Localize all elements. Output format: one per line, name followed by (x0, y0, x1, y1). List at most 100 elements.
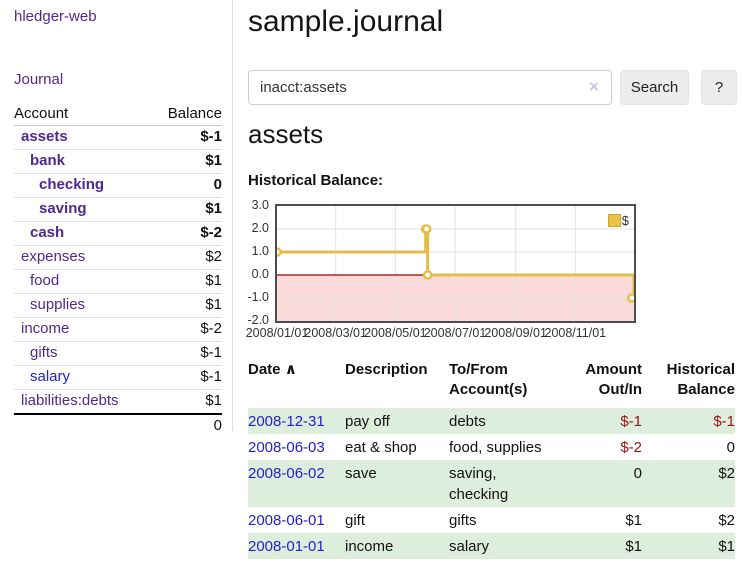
sidebar-account-link-cash[interactable]: cash (30, 224, 65, 241)
sidebar-account-row: income $-2 (14, 317, 222, 342)
transaction-amount: $-2 (620, 439, 642, 456)
sidebar-total-spacer (14, 413, 151, 438)
sidebar-account-balance: $1 (150, 197, 222, 222)
sidebar-account-link-saving[interactable]: saving (39, 200, 87, 217)
x-axis-tick-label: 2008/03/01 (304, 326, 367, 340)
transaction-balance: $-1 (642, 408, 735, 434)
sidebar-account-row: assets $-1 (14, 125, 222, 150)
transaction-balance: $1 (642, 533, 735, 559)
register-header-description: Description (345, 361, 428, 378)
sidebar-account-balance: $1 (150, 149, 222, 174)
transaction-balance: $2 (642, 460, 735, 507)
transaction-date-link[interactable]: 2008-12-31 (248, 413, 325, 430)
y-axis-tick-label: 3.0 (251, 198, 269, 212)
sidebar-account-link-expenses[interactable]: expenses (21, 248, 86, 265)
sidebar-account-row: cash $-2 (14, 221, 222, 246)
transaction-accounts: debts (449, 408, 561, 434)
sidebar-account-link-checking[interactable]: checking (39, 176, 105, 193)
y-axis-tick-label: 2.0 (251, 221, 269, 235)
transaction-amount: $1 (561, 533, 642, 559)
x-axis-tick-label: 2008/11/01 (544, 326, 607, 340)
register-header-date[interactable]: Date ∧ (248, 361, 297, 378)
sidebar-account-link-income[interactable]: income (21, 320, 70, 337)
sidebar-account-balance: $-2 (150, 317, 222, 342)
sidebar-item-journal[interactable]: Journal (14, 71, 64, 88)
sidebar-account-row: bank $1 (14, 149, 222, 174)
sidebar-account-balance: $2 (150, 245, 222, 270)
search-button[interactable]: Search (620, 70, 689, 105)
chart-legend: $ (607, 213, 629, 228)
clear-search-icon[interactable]: × (589, 77, 599, 96)
page-title: sample.journal (248, 5, 444, 38)
transaction-description: save (345, 460, 449, 507)
sidebar-account-link-salary[interactable]: salary (30, 368, 71, 385)
sidebar-account-link-bank[interactable]: bank (30, 152, 66, 169)
y-axis-tick-label: 1.0 (251, 244, 269, 258)
sidebar-account-balance: $-2 (150, 221, 222, 246)
sidebar-account-link-gifts[interactable]: gifts (30, 344, 58, 361)
x-axis-tick-label: 2008/09/01 (484, 326, 547, 340)
transaction-description: gift (345, 512, 366, 529)
register-table: Date ∧ Description To/From Account(s) Am… (248, 360, 735, 559)
sidebar-account-row: expenses $2 (14, 245, 222, 270)
y-axis-tick-label: -2.0 (247, 313, 269, 327)
sidebar-account-balance: $-1 (150, 341, 222, 366)
account-title: assets (248, 119, 324, 149)
transaction-balance: $2 (718, 512, 735, 529)
sidebar-account-row: supplies $1 (14, 293, 222, 318)
transaction-amount: 0 (561, 460, 642, 507)
sidebar-account-balance: 0 (150, 173, 222, 198)
transaction-description: eat & shop (345, 439, 417, 456)
transaction-amount: $-1 (561, 408, 642, 434)
transaction-date-link[interactable]: 2008-06-01 (248, 512, 325, 529)
register-row: 2008-12-31 pay off debts $-1 $-1 (248, 408, 735, 434)
sidebar-account-balance: $-1 (150, 125, 222, 150)
sidebar-total-balance: 0 (150, 413, 222, 438)
sidebar-account-row: saving $1 (14, 197, 222, 222)
transaction-date-link[interactable]: 2008-06-03 (248, 439, 325, 456)
sidebar-header-balance: Balance (150, 103, 222, 126)
transaction-accounts: gifts (449, 512, 477, 529)
historical-balance-chart: $ (275, 204, 636, 323)
sidebar-account-link-food[interactable]: food (30, 272, 60, 289)
register-header-amount: Amount Out/In (585, 361, 642, 398)
sidebar-account-link-supplies[interactable]: supplies (30, 296, 86, 313)
app-title-link[interactable]: hledger-web (14, 8, 97, 25)
sidebar-accounts-table: Account Balance assets $-1 bank $1 checking 0… (14, 103, 222, 438)
register-row: 2008-06-02 save saving, checking 0 $2 (248, 460, 735, 507)
x-axis-tick-label: 2008/07/01 (423, 326, 487, 340)
y-axis-tick-label: 0.0 (251, 267, 269, 281)
register-header-balance: Historical Balance (666, 361, 735, 398)
transaction-date-link[interactable]: 2008-01-01 (248, 538, 325, 555)
x-axis-tick-label: 2008/01/01 (245, 326, 309, 340)
register-row: 2008-06-03 eat & shop food, supplies $-2 0 (248, 434, 735, 460)
sidebar-header-account: Account (14, 103, 151, 126)
x-axis-tick-label: 2008/05/01 (364, 326, 427, 340)
help-button[interactable]: ? (701, 70, 737, 105)
legend-label: $ (621, 213, 629, 228)
sidebar-divider (232, 0, 233, 431)
sidebar-account-link-liabilities-debts[interactable]: liabilities:debts (21, 392, 119, 409)
register-row: 2008-06-01 gift gifts $1 $2 (248, 507, 735, 533)
search-input[interactable] (248, 70, 612, 105)
sidebar-account-row: checking 0 (14, 173, 222, 198)
sidebar-account-row: liabilities:debts $1 (14, 389, 222, 415)
transaction-date-link[interactable]: 2008-06-02 (248, 465, 325, 482)
register-header-accounts: To/From Account(s) (449, 361, 528, 398)
sidebar-account-balance: $1 (150, 269, 222, 294)
chart-plot-area (277, 206, 634, 321)
legend-swatch-icon (607, 214, 621, 227)
sidebar-total-row: 0 (14, 413, 222, 438)
sidebar-account-balance: $-1 (150, 365, 222, 390)
sidebar-account-balance: $1 (150, 389, 222, 415)
transaction-accounts: salary (449, 533, 561, 559)
sidebar-account-row: gifts $-1 (14, 341, 222, 366)
transaction-accounts: food, supplies (449, 439, 542, 456)
chart-title: Historical Balance: (248, 172, 384, 189)
register-header-row: Date ∧ Description To/From Account(s) Am… (248, 360, 735, 408)
transaction-accounts: saving, checking (449, 460, 561, 507)
transaction-balance: 0 (726, 439, 735, 456)
sidebar-account-link-assets[interactable]: assets (21, 128, 68, 145)
sidebar-account-balance: $1 (150, 293, 222, 318)
